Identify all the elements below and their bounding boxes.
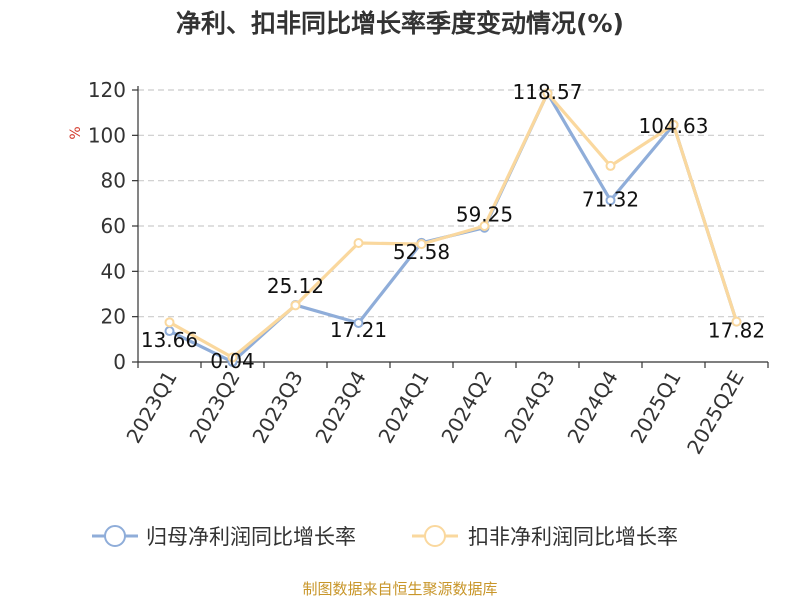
- data-point: [353, 317, 364, 328]
- data-label: 17.82: [708, 319, 765, 343]
- data-label: 59.25: [456, 203, 513, 227]
- x-tick-label: 2024Q3: [499, 367, 559, 448]
- data-point: [164, 317, 175, 328]
- legend-marker: [424, 525, 446, 547]
- x-tick-label: 2024Q4: [562, 367, 622, 448]
- grid-layer: [138, 89, 768, 318]
- data-point: [227, 352, 238, 363]
- data-point: [605, 160, 616, 171]
- data-point: [668, 119, 679, 130]
- y-tick-label: 60: [101, 214, 126, 238]
- x-tick-label: 2023Q1: [121, 367, 181, 448]
- data-point: [605, 195, 616, 206]
- data-point: [353, 238, 364, 248]
- data-point: [542, 88, 553, 99]
- data-label: 52.58: [393, 240, 450, 264]
- data-label: 13.66: [141, 328, 198, 352]
- data-point: [479, 221, 490, 231]
- x-tick-label: 2024Q2: [436, 367, 496, 448]
- data-point: [416, 239, 427, 250]
- legend-marker: [104, 525, 126, 547]
- y-tick-label: 0: [113, 350, 126, 374]
- series-layer: [164, 88, 742, 367]
- x-tick-label: 2023Q3: [247, 367, 307, 448]
- series-line-2: [167, 91, 739, 360]
- data-label: 71.32: [582, 187, 639, 211]
- data-label: 104.63: [639, 114, 709, 138]
- x-tick-label: 2025Q1: [625, 367, 685, 448]
- y-axis-unit: %: [68, 126, 84, 139]
- x-tick-label: 2025Q2E: [682, 367, 749, 459]
- chart-title: 净利、扣非同比增长率季度变动情况(%): [176, 9, 624, 38]
- data-point: [290, 300, 301, 311]
- x-tick-label: 2024Q1: [373, 367, 433, 448]
- y-tick-label: 120: [88, 78, 126, 102]
- y-tick-label: 40: [101, 259, 126, 283]
- data-label: 17.21: [330, 318, 387, 342]
- legend-label: 扣非净利润同比增长率: [468, 525, 678, 549]
- y-tick-label: 20: [101, 305, 126, 329]
- data-point: [731, 316, 742, 327]
- x-tick-label: 2023Q2: [184, 367, 244, 448]
- legend-label: 归母净利润同比增长率: [146, 525, 356, 549]
- data-label: 118.57: [513, 80, 583, 104]
- x-tick-label: 2023Q4: [310, 367, 370, 448]
- y-tick-label: 100: [88, 123, 126, 147]
- data-label: 0.04: [210, 349, 255, 373]
- source-note: 制图数据来自恒生聚源数据库: [302, 580, 498, 598]
- y-tick-label: 80: [101, 169, 126, 193]
- data-label: 25.12: [267, 274, 324, 298]
- legend: 归母净利润同比增长率 扣非净利润同比增长率: [92, 525, 678, 549]
